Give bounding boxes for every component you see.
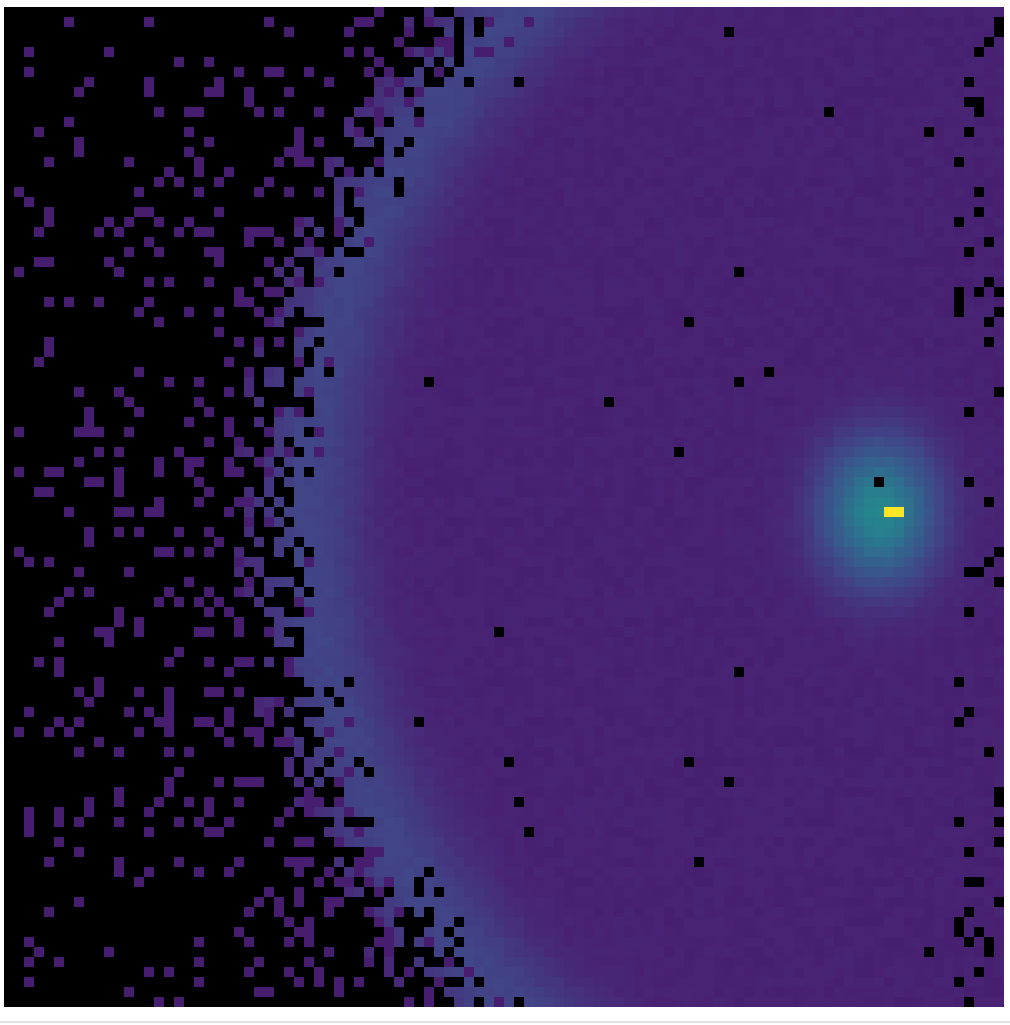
heatmap-cells bbox=[4, 7, 1004, 1007]
heatmap-plot-area bbox=[4, 7, 1004, 1007]
bottom-divider bbox=[0, 1021, 1010, 1023]
